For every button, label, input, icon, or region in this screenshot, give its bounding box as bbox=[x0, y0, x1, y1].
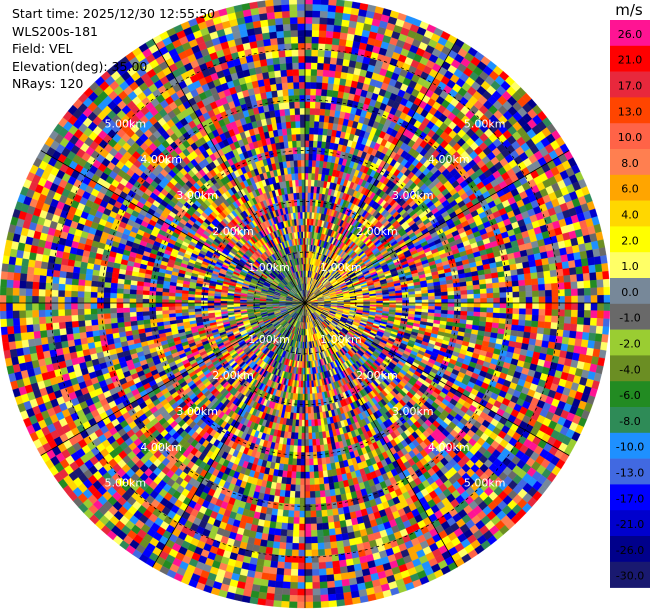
colorbar-cell-9 bbox=[610, 252, 650, 279]
range-ring-labels: 1.00km 1.00km 1.00km 1.00km 2.00km 2.00km 2.00… bbox=[105, 117, 506, 489]
scan-info-panel: Start time: 2025/12/30 12:55:50 WLS200s-… bbox=[12, 5, 215, 93]
azimuth-spoke-120 bbox=[304, 302, 570, 456]
ring-label-2-2: 2.00km bbox=[356, 369, 398, 382]
field-text: Field: VEL bbox=[12, 41, 73, 57]
azimuth-spoke-30 bbox=[304, 38, 458, 304]
ring-label-5-3: 5.00km bbox=[105, 477, 147, 490]
colorbar-cell-3 bbox=[610, 97, 650, 124]
colorbar-label-21: -30.0 bbox=[616, 570, 644, 583]
ring-label-3-2: 3.00km bbox=[392, 405, 434, 418]
colorbar-label-5: 8.0 bbox=[621, 157, 639, 170]
colorbar-label-6: 6.0 bbox=[621, 183, 639, 196]
colorbar-label-10: 0.0 bbox=[621, 286, 639, 299]
azimuth-spoke-240 bbox=[40, 302, 306, 456]
azimuth-spokes bbox=[0, 0, 610, 608]
colorbar-cell-2 bbox=[610, 71, 650, 98]
colorbar-cell-1 bbox=[610, 45, 650, 72]
colorbar-label-9: 1.0 bbox=[621, 260, 639, 273]
ring-label-5-2: 5.00km bbox=[464, 477, 506, 490]
colorbar-cell-20 bbox=[610, 536, 650, 563]
colorbar-label-14: -6.0 bbox=[619, 389, 640, 402]
colorbar-cell-13 bbox=[610, 355, 650, 382]
ring-label-3-1: 3.00km bbox=[392, 189, 434, 202]
colorbar-label-15: -8.0 bbox=[619, 415, 640, 428]
colorbar-label-8: 2.0 bbox=[621, 234, 639, 247]
ring-label-4-3: 4.00km bbox=[140, 441, 182, 454]
ring-label-1-3: 1.00km bbox=[248, 333, 290, 346]
azimuth-spoke-150 bbox=[304, 302, 458, 568]
ring-label-1-2: 1.00km bbox=[320, 333, 362, 346]
ring-label-3-0: 3.00km bbox=[176, 189, 218, 202]
colorbar-label-12: -2.0 bbox=[619, 338, 640, 351]
colorbar-label-7: 4.0 bbox=[621, 209, 639, 222]
elevation-text: Elevation(deg): 35.00 bbox=[12, 58, 148, 74]
colorbar-label-16: -10.0 bbox=[616, 441, 644, 454]
ring-label-5-0: 5.00km bbox=[105, 117, 147, 130]
ring-label-3-3: 3.00km bbox=[176, 405, 218, 418]
colorbar-cell-4 bbox=[610, 123, 650, 150]
colorbar-label-11: -1.0 bbox=[619, 312, 640, 325]
colorbar-label-3: 13.0 bbox=[618, 105, 643, 118]
colorbar-cell-15 bbox=[610, 407, 650, 434]
colorbar-cell-18 bbox=[610, 484, 650, 511]
ring-label-2-0: 2.00km bbox=[212, 225, 254, 238]
colorbar-cell-16 bbox=[610, 432, 650, 459]
colorbar-cell-11 bbox=[610, 303, 650, 330]
colorbar-label-19: -21.0 bbox=[616, 518, 644, 531]
colorbar-label-0: 26.0 bbox=[618, 28, 643, 41]
ring-label-4-2: 4.00km bbox=[428, 441, 470, 454]
ring-label-2-1: 2.00km bbox=[356, 225, 398, 238]
colorbar-unit-label: m/s bbox=[615, 1, 643, 19]
ring-label-1-1: 1.00km bbox=[320, 261, 362, 274]
ring-label-2-3: 2.00km bbox=[212, 369, 254, 382]
colorbar-label-13: -4.0 bbox=[619, 363, 640, 376]
colorbar-cell-19 bbox=[610, 510, 650, 537]
colorbar-cell-8 bbox=[610, 226, 650, 253]
colorbar-cell-0 bbox=[610, 20, 650, 47]
ring-label-5-1: 5.00km bbox=[464, 117, 506, 130]
colorbar-cell-14 bbox=[610, 381, 650, 408]
nrays-text: NRays: 120 bbox=[12, 76, 84, 92]
azimuth-spoke-330 bbox=[152, 38, 306, 304]
instrument-name-text: WLS200s-181 bbox=[12, 23, 98, 39]
colorbar-cell-10 bbox=[610, 278, 650, 305]
ring-label-1-0: 1.00km bbox=[248, 261, 290, 274]
ring-label-4-1: 4.00km bbox=[428, 153, 470, 166]
colorbar-cell-7 bbox=[610, 200, 650, 227]
start-time-text: Start time: 2025/12/30 12:55:50 bbox=[12, 6, 216, 21]
azimuth-spoke-60 bbox=[304, 150, 570, 304]
colorbar-label-2: 17.0 bbox=[618, 80, 643, 93]
colorbar-label-20: -26.0 bbox=[616, 544, 644, 557]
azimuth-spoke-300 bbox=[40, 150, 306, 304]
colorbar-cell-5 bbox=[610, 149, 650, 176]
colorbar-label-17: -13.0 bbox=[616, 467, 644, 480]
colorbar-label-18: -17.0 bbox=[616, 492, 644, 505]
colorbar-cell-17 bbox=[610, 458, 650, 485]
colorbar-label-4: 10.0 bbox=[618, 131, 643, 144]
colorbar-cell-6 bbox=[610, 174, 650, 201]
azimuth-spoke-210 bbox=[152, 302, 306, 568]
colorbar-label-1: 21.0 bbox=[618, 54, 643, 67]
ring-label-4-0: 4.00km bbox=[140, 153, 182, 166]
colorbar-cell-12 bbox=[610, 329, 650, 356]
colorbar-cell-21 bbox=[610, 561, 650, 588]
